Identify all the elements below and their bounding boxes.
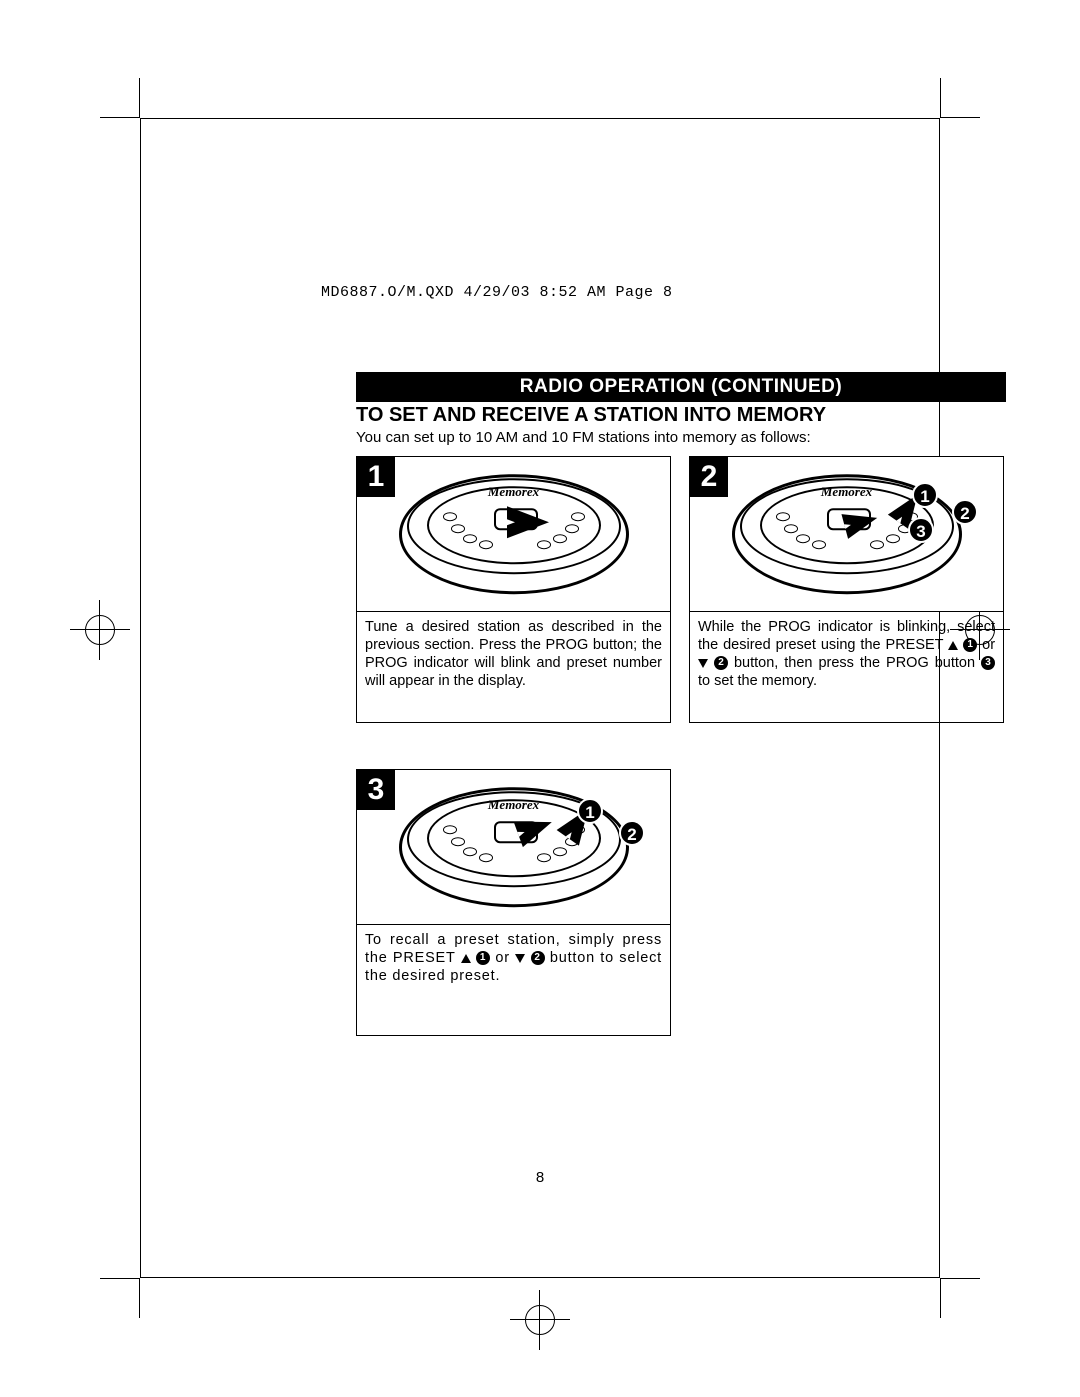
registration-mark xyxy=(70,600,130,660)
step-1-text: Tune a desired station as described in t… xyxy=(357,612,670,722)
step-2-image: 2 Memorex 1 2 3 xyxy=(690,457,1003,612)
callout-2: 2 xyxy=(952,499,978,525)
step-number: 3 xyxy=(357,770,395,810)
callout-3: 3 xyxy=(908,517,934,543)
section-title: RADIO OPERATION (CONTINUED) xyxy=(356,372,1006,402)
callout-2: 2 xyxy=(619,820,645,846)
header-slug: MD6887.O/M.QXD 4/29/03 8:52 AM Page 8 xyxy=(321,284,673,301)
step-1-image: 1 Memorex xyxy=(357,457,670,612)
device-illustration: Memorex xyxy=(399,474,629,604)
registration-mark xyxy=(510,1290,570,1350)
callout-1: 1 xyxy=(577,798,603,824)
step-number: 1 xyxy=(357,457,395,497)
brand-logo: Memorex xyxy=(399,484,629,500)
step-3-text: To recall a preset station, simply press… xyxy=(357,925,670,1035)
intro-text: You can set up to 10 AM and 10 FM statio… xyxy=(356,429,811,446)
page-frame: MD6887.O/M.QXD 4/29/03 8:52 AM Page 8 RA… xyxy=(140,118,940,1278)
step-3: 3 Memorex 1 2 To recall xyxy=(356,769,671,1036)
step-2: 2 Memorex 1 2 3 Wh xyxy=(689,456,1004,723)
step-2-text: While the PROG indicator is blinking, se… xyxy=(690,612,1003,722)
callout-1: 1 xyxy=(912,482,938,508)
step-number: 2 xyxy=(690,457,728,497)
page-number: 8 xyxy=(141,1169,939,1186)
step-1: 1 Memorex Tune a desired station as desc… xyxy=(356,456,671,723)
step-3-image: 3 Memorex 1 2 xyxy=(357,770,670,925)
subtitle: TO SET AND RECEIVE A STATION INTO MEMORY xyxy=(356,404,826,427)
